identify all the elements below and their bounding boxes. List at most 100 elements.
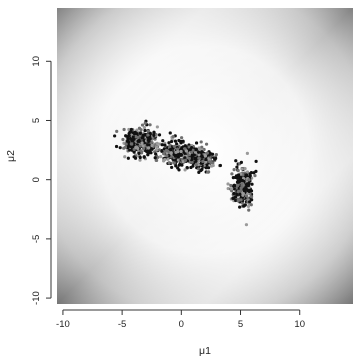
data-point	[169, 139, 174, 144]
data-point	[235, 192, 239, 196]
data-point	[245, 170, 250, 174]
data-point	[148, 123, 152, 127]
data-point	[155, 141, 159, 145]
data-point	[173, 139, 178, 143]
y-tick-label: -10	[31, 291, 42, 305]
data-point	[137, 151, 141, 155]
data-point	[197, 153, 201, 157]
data-point	[204, 157, 208, 162]
data-point	[248, 172, 252, 176]
data-point	[138, 155, 142, 160]
data-point	[235, 165, 239, 169]
data-point	[126, 135, 130, 140]
data-point	[199, 140, 203, 144]
data-point	[199, 168, 203, 173]
data-point	[248, 200, 252, 204]
data-point	[183, 158, 187, 162]
data-point	[156, 155, 160, 160]
data-point	[141, 144, 145, 148]
data-point	[250, 198, 254, 202]
y-tick-label: 5	[31, 118, 42, 123]
data-point	[208, 151, 212, 156]
data-point	[240, 182, 244, 186]
data-point	[218, 163, 222, 168]
data-point	[244, 223, 249, 227]
data-point	[239, 198, 243, 202]
data-point	[163, 158, 167, 162]
data-point	[169, 151, 173, 155]
data-point	[157, 133, 162, 137]
data-point	[194, 163, 198, 167]
data-point	[162, 152, 166, 156]
data-point	[184, 149, 189, 153]
data-point	[242, 188, 246, 193]
data-point	[238, 189, 243, 193]
data-point	[149, 141, 153, 145]
data-point	[183, 168, 187, 172]
data-point	[203, 154, 208, 158]
data-point	[167, 161, 171, 165]
data-point	[180, 136, 184, 140]
data-point	[154, 152, 158, 156]
data-point	[138, 144, 142, 148]
data-point	[179, 149, 183, 154]
data-point	[161, 139, 165, 143]
data-point	[226, 182, 230, 186]
data-point	[132, 155, 136, 159]
data-point	[239, 186, 243, 190]
data-point	[201, 159, 205, 163]
y-axis-title: μ2	[5, 150, 17, 162]
data-point	[129, 130, 133, 134]
x-tick-label: 10	[294, 319, 305, 330]
data-point	[249, 195, 254, 199]
data-point	[148, 135, 152, 139]
data-point	[189, 165, 193, 170]
data-point	[137, 126, 142, 130]
data-point	[194, 159, 198, 163]
data-point	[245, 194, 249, 198]
data-point	[147, 139, 151, 143]
data-point	[176, 158, 180, 162]
data-point	[168, 131, 172, 135]
data-point	[200, 154, 204, 158]
data-point	[240, 167, 244, 171]
data-point	[194, 141, 199, 145]
data-point	[142, 125, 147, 130]
data-point	[113, 134, 117, 138]
data-point	[254, 159, 258, 163]
data-point	[186, 151, 190, 155]
data-point	[193, 151, 198, 155]
data-point	[143, 128, 147, 133]
data-point	[176, 150, 180, 154]
data-point	[190, 160, 194, 164]
data-points	[113, 119, 258, 227]
data-point	[232, 168, 236, 172]
data-point	[194, 147, 198, 151]
y-axis: -10 -5 0 5 10	[31, 56, 52, 305]
data-point	[254, 169, 258, 173]
data-point	[171, 134, 175, 139]
data-point	[182, 147, 187, 151]
data-point	[140, 123, 145, 127]
data-point	[197, 156, 201, 160]
data-point	[130, 139, 134, 143]
data-point	[159, 155, 163, 159]
data-point	[244, 185, 248, 190]
data-point	[138, 158, 142, 162]
data-point	[140, 136, 144, 140]
x-tick-label: 5	[238, 319, 243, 330]
data-point	[205, 151, 209, 155]
data-point	[196, 150, 201, 154]
data-point	[136, 146, 140, 151]
x-tick-label: 0	[179, 319, 184, 330]
data-point	[247, 178, 251, 182]
data-point	[176, 153, 181, 157]
data-point	[205, 163, 209, 167]
x-tick-label: -10	[56, 319, 70, 330]
x-axis: -10 -5 0 5 10	[56, 309, 305, 330]
data-point	[214, 153, 218, 157]
data-point	[123, 155, 127, 159]
data-point	[235, 186, 239, 191]
data-point	[234, 159, 238, 163]
